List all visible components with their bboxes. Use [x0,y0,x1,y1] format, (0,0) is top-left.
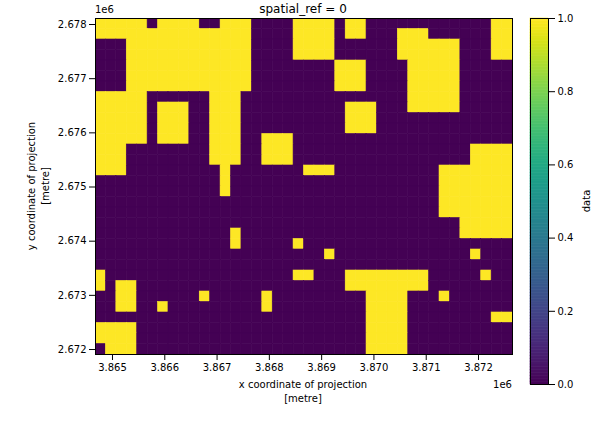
svg-text:3.867: 3.867 [203,362,232,373]
svg-text:2.678: 2.678 [58,19,87,30]
svg-text:2.675: 2.675 [58,181,87,192]
svg-text:2.673: 2.673 [58,290,87,301]
svg-text:[metre]: [metre] [40,167,51,205]
svg-text:2.672: 2.672 [58,344,87,355]
svg-text:0.8: 0.8 [558,86,574,97]
svg-text:y coordinate of projection: y coordinate of projection [26,122,37,250]
svg-text:3.865: 3.865 [98,362,127,373]
svg-text:3.866: 3.866 [150,362,179,373]
svg-text:2.676: 2.676 [58,127,87,138]
svg-text:1e6: 1e6 [95,4,114,15]
svg-text:3.872: 3.872 [464,362,493,373]
svg-text:x coordinate of projection: x coordinate of projection [239,379,367,390]
svg-text:1e6: 1e6 [493,379,512,390]
svg-text:3.869: 3.869 [307,362,336,373]
svg-text:3.870: 3.870 [360,362,389,373]
svg-text:0.6: 0.6 [558,159,574,170]
svg-text:2.674: 2.674 [58,235,87,246]
svg-text:3.868: 3.868 [255,362,284,373]
svg-text:3.871: 3.871 [412,362,441,373]
svg-text:spatial_ref = 0: spatial_ref = 0 [259,2,347,16]
svg-text:0.0: 0.0 [558,379,574,390]
svg-text:2.677: 2.677 [58,73,87,84]
svg-text:[metre]: [metre] [284,393,322,404]
svg-text:0.2: 0.2 [558,306,574,317]
svg-text:1.0: 1.0 [558,13,574,24]
svg-text:0.4: 0.4 [558,232,574,243]
svg-text:data: data [581,190,592,213]
